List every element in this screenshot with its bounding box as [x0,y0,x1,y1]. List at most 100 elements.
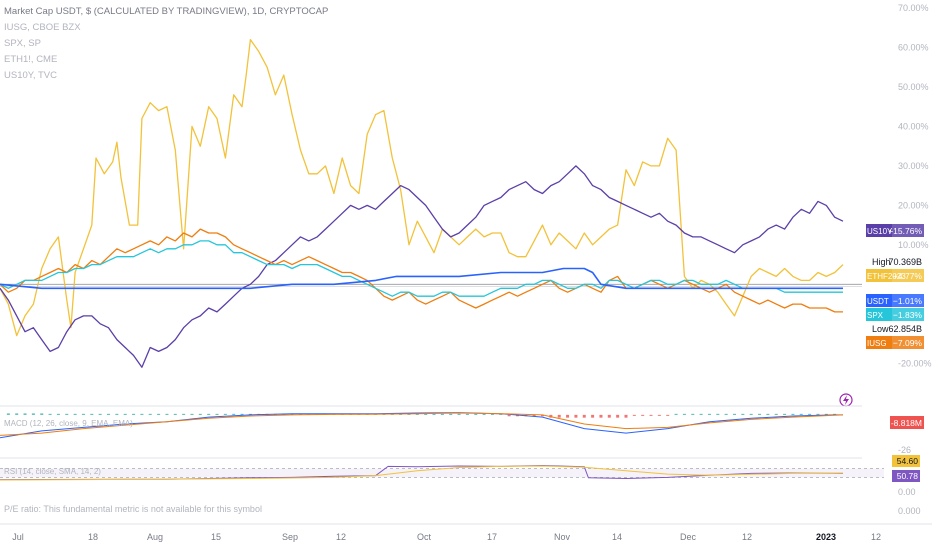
macd-histogram-bar [157,413,161,415]
macd-histogram-bar [165,413,169,415]
macd-histogram-bar [816,413,820,415]
macd-histogram-bar [190,413,194,415]
price-tag-label-bg [866,294,892,307]
series-line-eth [0,38,844,337]
lightning-icon-bolt [843,395,849,405]
macd-histogram-bar [824,413,828,415]
rsi-tag-value: 54.60 [897,456,919,466]
macd-histogram-bar [432,413,436,415]
macd-histogram-bar [140,413,144,415]
x-tick-label: Oct [417,532,432,542]
macd-histogram-bar [31,413,35,415]
legend-main-symbol[interactable]: Market Cap USDT, $ (CALCULATED BY TRADIN… [4,6,329,17]
macd-histogram-bar [599,414,603,418]
price-tag-value: 70.369B [888,257,922,267]
price-tag-label: High [872,257,891,267]
price-tag-bg [866,255,924,268]
macd-histogram-bar [833,413,837,415]
macd-histogram-bar [707,413,711,415]
macd-histogram-bar [666,414,670,416]
lightning-icon [839,393,853,407]
price-tag-label-bg [866,308,892,321]
rsi-legend: RSI (14, close, SMA, 14, 2) [4,467,101,476]
x-tick-label: 12 [336,532,346,542]
x-tick-label: Nov [554,532,571,542]
macd-histogram-bar [48,413,52,415]
price-tag-ethf2023: ETHF2023+4.77% [866,269,924,282]
price-tag-us10y: US10Y+15.76% [866,224,924,237]
macd-histogram-bar [40,413,44,415]
x-tick-label: 15 [211,532,221,542]
price-tag-usdt: USDT −1.01% [866,294,924,307]
macd-histogram-bar [724,413,728,415]
y-tick-label: -20.00% [898,358,932,368]
macd-histogram-bar [290,413,294,415]
macd-histogram-bar [115,413,119,415]
macd-histogram-bar [482,413,486,415]
price-tag-value: +4.77% [893,271,923,281]
legend-item-us10y[interactable]: US10Y, TVC [4,70,57,81]
macd-histogram-bar [107,413,111,415]
price-tag-value-bg [892,308,924,321]
macd-histogram-bar [81,413,85,415]
x-tick-label: 12 [742,532,752,542]
macd-histogram-bar [749,413,753,415]
price-tag-label: IUSG [867,339,887,348]
macd-histogram-bar [624,414,628,418]
macd-histogram-bar [674,413,678,415]
macd-histogram-bar [607,414,611,418]
price-tag-value-bg [892,294,924,307]
macd-histogram-bar [474,413,478,415]
rsi-line-eth [0,465,843,481]
macd-histogram-bar [23,413,27,415]
macd-histogram-bar [65,413,69,415]
macd-histogram-bar [490,413,494,415]
macd-histogram-bar [699,413,703,415]
pe-ratio-note: P/E ratio: This fundamental metric is no… [4,504,262,514]
macd-histogram-bar [15,413,19,415]
y-tick-label: 10.00% [898,240,929,250]
legend-item-iusg[interactable]: IUSG, CBOE BZX [4,22,81,33]
macd-histogram-bar [507,414,511,417]
macd-histogram-bar [240,413,244,415]
price-tag-value: 62.854B [888,324,922,334]
y-tick-label: 20.00% [898,200,929,210]
macd-histogram-bar [215,413,219,415]
macd-histogram-bar [198,413,202,415]
macd-histogram-bar [682,413,686,415]
legend-item-spx[interactable]: SPX, SP [4,38,41,49]
macd-histogram-bar [232,413,236,415]
macd-histogram-bar [541,414,545,417]
macd-line-macd_line [0,412,843,439]
price-tag-label: US10Y [867,227,893,236]
price-tag-label: USDT [867,297,889,306]
macd-histogram-bar [223,413,227,415]
macd-histogram-bar [56,413,60,415]
series-line-usdt [0,267,843,290]
macd-histogram-bar [465,413,469,415]
macd-histogram-bar [440,413,444,415]
legend-item-eth[interactable]: ETH1!, CME [4,54,58,65]
price-tag-value: +15.76% [888,226,922,236]
x-tick-label: 12 [871,532,881,542]
y-tick-label: 70.00% [898,3,929,13]
price-tag-spx: SPX −1.83% [866,308,924,321]
series-line-spx [0,240,843,297]
y-tick-label: 40.00% [898,121,929,131]
macd-histogram-bar [758,413,762,415]
x-tick-label: Aug [147,532,163,542]
macd-histogram-bar [98,413,102,415]
x-tick-label: Sep [282,532,298,542]
macd-histogram-bar [574,414,578,418]
price-tag-value-bg [892,224,924,237]
macd-histogram-bar [148,413,152,415]
macd-histogram-bar [566,414,570,418]
macd-histogram-bar [415,413,419,415]
macd-histogram-bar [716,413,720,415]
macd-histogram-bar [632,414,636,416]
macd-histogram-bar [591,414,595,418]
x-tick-label: 18 [88,532,98,542]
y-tick-label: 30.00% [898,161,929,171]
